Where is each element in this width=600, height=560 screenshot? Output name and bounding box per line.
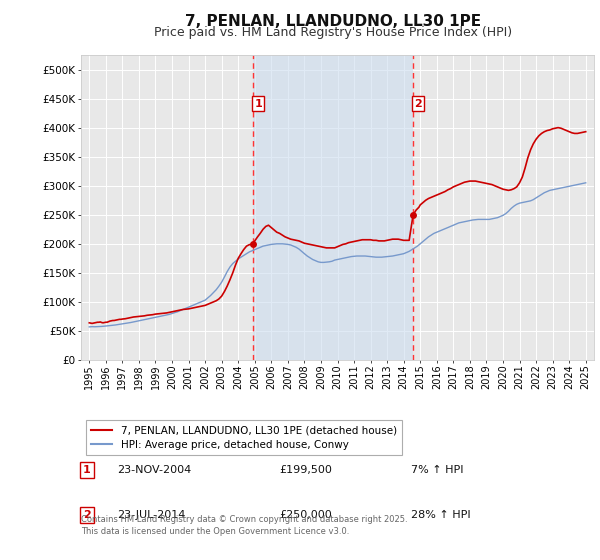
Legend: 7, PENLAN, LLANDUDNO, LL30 1PE (detached house), HPI: Average price, detached ho: 7, PENLAN, LLANDUDNO, LL30 1PE (detached… bbox=[86, 420, 402, 455]
Text: 7% ↑ HPI: 7% ↑ HPI bbox=[411, 465, 464, 475]
Text: 28% ↑ HPI: 28% ↑ HPI bbox=[411, 510, 470, 520]
Text: 23-JUL-2014: 23-JUL-2014 bbox=[117, 510, 185, 520]
Text: Contains HM Land Registry data © Crown copyright and database right 2025.
This d: Contains HM Land Registry data © Crown c… bbox=[81, 515, 407, 536]
Text: £199,500: £199,500 bbox=[279, 465, 332, 475]
Bar bbox=[253, 55, 413, 360]
Text: 1: 1 bbox=[254, 99, 262, 109]
Text: 7, PENLAN, LLANDUDNO, LL30 1PE: 7, PENLAN, LLANDUDNO, LL30 1PE bbox=[185, 14, 481, 29]
Text: 1: 1 bbox=[83, 465, 91, 475]
Text: 23-NOV-2004: 23-NOV-2004 bbox=[117, 465, 191, 475]
Text: 2: 2 bbox=[83, 510, 91, 520]
Text: £250,000: £250,000 bbox=[279, 510, 332, 520]
Text: Price paid vs. HM Land Registry's House Price Index (HPI): Price paid vs. HM Land Registry's House … bbox=[154, 26, 512, 39]
Text: 2: 2 bbox=[414, 99, 422, 109]
